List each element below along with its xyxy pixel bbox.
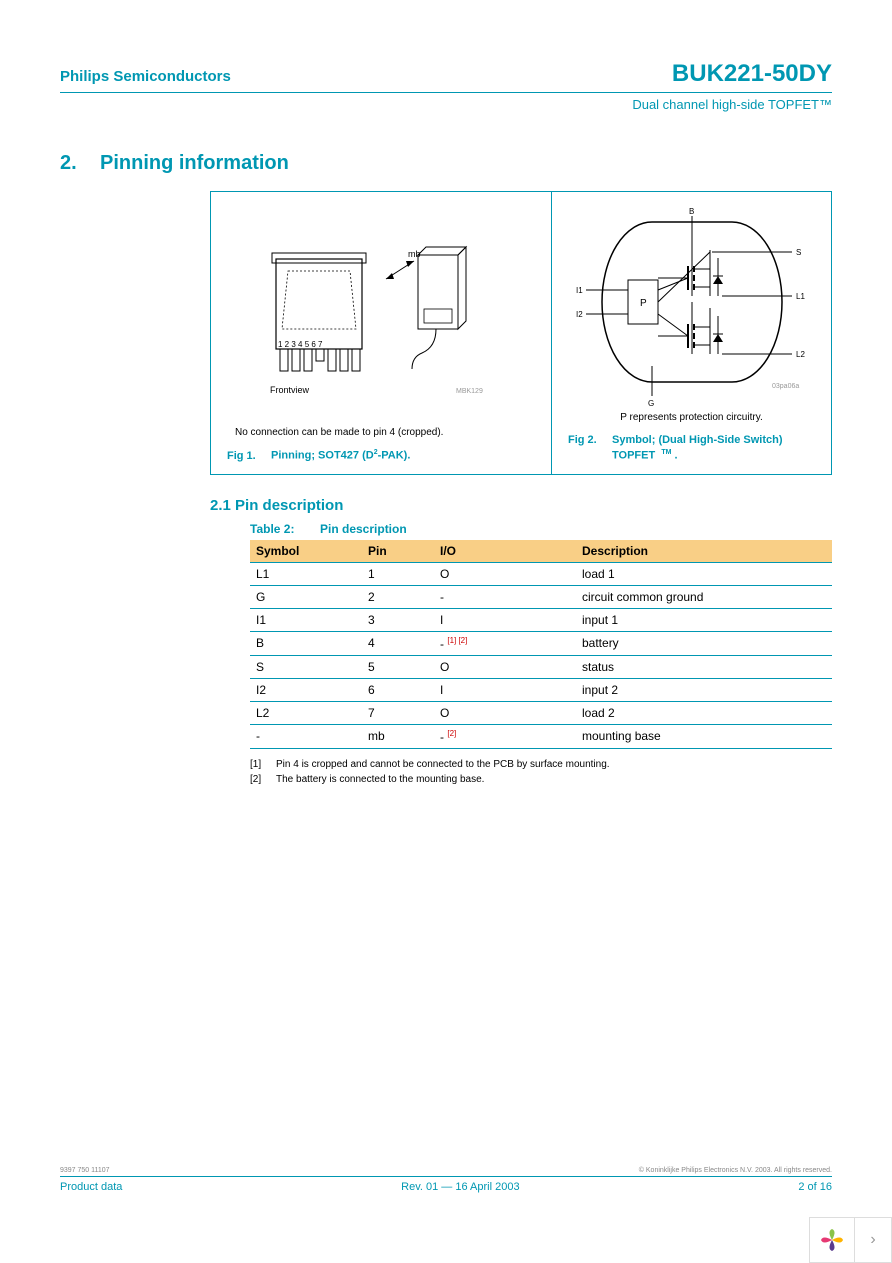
table-row: I13Iinput 1	[250, 609, 832, 632]
cell-desc: battery	[576, 632, 832, 656]
cell-pin: 7	[362, 702, 434, 725]
subsection-number: 2.1	[210, 497, 231, 514]
figure-2-box: P B S I1 I2 L1	[552, 192, 831, 474]
footer-copyright: © Koninklijke Philips Electronics N.V. 2…	[639, 1167, 832, 1174]
subsection-title: 2.1 Pin description	[210, 497, 832, 514]
fig1-svg: 1 2 3 4 5 6 7 Frontview mb	[246, 219, 516, 409]
fig2-l1-label: L1	[796, 292, 805, 301]
fig2-caption-num: Fig 2.	[568, 433, 612, 448]
fig1-caption-text: Pinning; SOT427 (D	[271, 450, 374, 462]
cell-pin: 1	[362, 563, 434, 586]
footer-right: 2 of 16	[798, 1181, 832, 1193]
cell-pin: 2	[362, 586, 434, 609]
section-title: 2.Pinning information	[60, 152, 832, 175]
table-row: L11Oload 1	[250, 563, 832, 586]
cell-symbol: -	[250, 725, 362, 749]
cell-io: O	[434, 656, 576, 679]
cell-symbol: G	[250, 586, 362, 609]
footer-center: Rev. 01 — 16 April 2003	[401, 1181, 519, 1193]
cell-io: I	[434, 679, 576, 702]
corner-logo-icon	[810, 1218, 855, 1262]
cell-io: -	[434, 586, 576, 609]
table-header-pin: Pin	[362, 540, 434, 563]
section-number: 2.	[60, 152, 100, 175]
fig2-caption-line1: Symbol; (Dual High-Side Switch)	[612, 434, 783, 446]
cell-symbol: S	[250, 656, 362, 679]
cell-io: O	[434, 702, 576, 725]
fig2-b-label: B	[689, 207, 694, 216]
footer-left: Product data	[60, 1181, 122, 1193]
footnote: [2]The battery is connected to the mount…	[250, 774, 832, 785]
cell-desc: status	[576, 656, 832, 679]
cell-desc: input 1	[576, 609, 832, 632]
footnote: [1]Pin 4 is cropped and cannot be connec…	[250, 759, 832, 770]
footer-docref: 9397 750 11107	[60, 1167, 110, 1174]
fig1-caption: Fig 1.Pinning; SOT427 (D2-PAK).	[227, 448, 539, 464]
footnotes: [1]Pin 4 is cropped and cannot be connec…	[250, 759, 832, 785]
table-title-prefix: Table 2:	[250, 522, 320, 536]
cell-pin: 5	[362, 656, 434, 679]
fig2-i1-label: I1	[576, 286, 583, 295]
cell-io: O	[434, 563, 576, 586]
fig1-caption-suffix: -PAK).	[378, 450, 411, 462]
cell-desc: load 1	[576, 563, 832, 586]
subsection-title-text: Pin description	[235, 497, 343, 514]
cell-symbol: L2	[250, 702, 362, 725]
cell-symbol: L1	[250, 563, 362, 586]
fig1-pin-numbers: 1 2 3 4 5 6 7	[278, 340, 323, 349]
corner-nav: ›	[809, 1217, 892, 1263]
cell-pin: 4	[362, 632, 434, 656]
fig2-svg: P B S I1 I2 L1	[572, 206, 812, 406]
table-row: G2-circuit common ground	[250, 586, 832, 609]
table-title-text: Pin description	[320, 522, 407, 536]
cell-io: - [1] [2]	[434, 632, 576, 656]
fig2-caption-line2: TOPFET	[612, 450, 655, 462]
pin-description-table: Symbol Pin I/O Description L11Oload 1G2-…	[250, 540, 832, 749]
fig1-docref: MBK129	[456, 388, 483, 395]
cell-symbol: I1	[250, 609, 362, 632]
cell-desc: input 2	[576, 679, 832, 702]
fig2-g-label: G	[648, 399, 654, 406]
cell-io: I	[434, 609, 576, 632]
figures-container: 1 2 3 4 5 6 7 Frontview mb	[210, 191, 832, 475]
cell-desc: load 2	[576, 702, 832, 725]
fig2-caption-tm: TM	[661, 449, 671, 456]
cell-symbol: I2	[250, 679, 362, 702]
table-row: -mb- [2]mounting base	[250, 725, 832, 749]
cell-desc: mounting base	[576, 725, 832, 749]
product-subtitle: Dual channel high-side TOPFET™	[60, 97, 832, 112]
cell-desc: circuit common ground	[576, 586, 832, 609]
table-header-desc: Description	[576, 540, 832, 563]
header-rule	[60, 92, 832, 93]
table-row: S5Ostatus	[250, 656, 832, 679]
fig2-note: P represents protection circuitry.	[564, 412, 819, 423]
cell-io: - [2]	[434, 725, 576, 749]
fig1-note: No connection can be made to pin 4 (crop…	[235, 427, 539, 438]
part-number: BUK221-50DY	[672, 60, 832, 88]
fig2-caption: Fig 2.Symbol; (Dual High-Side Switch) TO…	[568, 433, 819, 464]
company-name: Philips Semiconductors	[60, 68, 231, 85]
table-row: I26Iinput 2	[250, 679, 832, 702]
table-header-symbol: Symbol	[250, 540, 362, 563]
section-title-text: Pinning information	[100, 152, 289, 174]
table-row: L27Oload 2	[250, 702, 832, 725]
cell-symbol: B	[250, 632, 362, 656]
fig2-docref: 03pa06a	[772, 383, 799, 390]
cell-pin: 3	[362, 609, 434, 632]
corner-next-button[interactable]: ›	[855, 1218, 891, 1262]
table-row: B4- [1] [2]battery	[250, 632, 832, 656]
fig2-s-label: S	[796, 248, 801, 257]
fig2-p-label: P	[640, 298, 647, 309]
table-title: Table 2:Pin description	[250, 522, 832, 536]
cell-pin: mb	[362, 725, 434, 749]
fig2-i2-label: I2	[576, 310, 583, 319]
fig1-caption-num: Fig 1.	[227, 449, 271, 464]
figure-1-box: 1 2 3 4 5 6 7 Frontview mb	[211, 192, 552, 474]
cell-pin: 6	[362, 679, 434, 702]
fig2-caption-period: .	[671, 450, 677, 462]
fig1-frontview-label: Frontview	[270, 385, 310, 395]
page-footer: 9397 750 11107 © Koninklijke Philips Ele…	[60, 1167, 832, 1193]
fig2-l2-label: L2	[796, 350, 805, 359]
table-header-io: I/O	[434, 540, 576, 563]
